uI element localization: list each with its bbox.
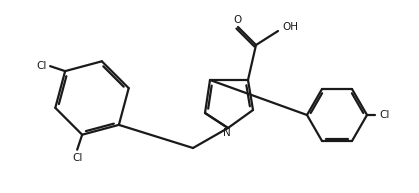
Text: Cl: Cl <box>380 110 390 120</box>
Text: OH: OH <box>282 22 298 32</box>
Text: Cl: Cl <box>72 153 83 163</box>
Text: Cl: Cl <box>36 61 47 71</box>
Text: O: O <box>233 15 241 25</box>
Text: N: N <box>223 128 231 138</box>
